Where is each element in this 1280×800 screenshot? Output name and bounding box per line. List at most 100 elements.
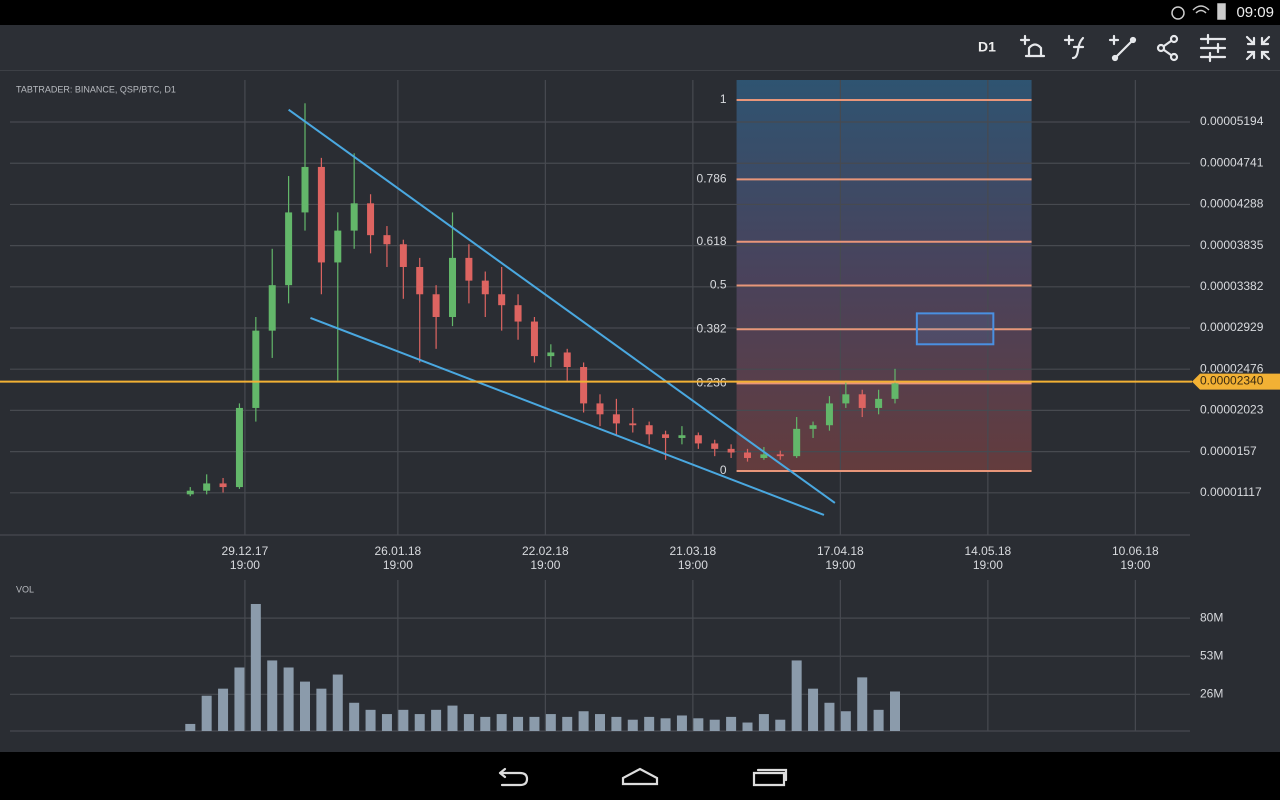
candle-body: [465, 257, 473, 281]
candle-body: [711, 443, 719, 449]
candle-body: [645, 425, 653, 435]
volume-bar: [611, 716, 622, 731]
fibonacci-label: 1: [720, 92, 727, 106]
volume-title: VOL: [16, 584, 34, 594]
status-icons: [1171, 3, 1226, 20]
candle-body: [498, 294, 506, 306]
volume-bar: [840, 711, 851, 731]
fibonacci-label: 0.618: [697, 234, 727, 248]
y-tick-label: 0.0000157: [1200, 444, 1257, 458]
x-tick-label: 21.03.18: [670, 544, 717, 558]
current-price-tag: [1192, 373, 1280, 390]
candle-body: [678, 435, 686, 438]
y-tick-label: 0.00003835: [1200, 238, 1264, 252]
candle-body: [203, 483, 211, 491]
candle-body: [285, 212, 293, 286]
trendline: [288, 108, 836, 504]
x-tick-label: 10.06.18: [1112, 544, 1159, 558]
volume-bar: [431, 709, 442, 731]
volume-bar: [316, 688, 327, 731]
alert-button[interactable]: [1019, 34, 1046, 58]
indicator-button[interactable]: [1063, 34, 1085, 60]
volume-bar: [627, 719, 638, 731]
volume-bar: [808, 688, 819, 731]
volume-bar: [234, 667, 245, 731]
fibonacci-label: 0.236: [697, 376, 727, 390]
volume-bar: [480, 716, 491, 731]
draw-button[interactable]: [1108, 34, 1137, 62]
volume-bar: [349, 702, 360, 731]
volume-tick-label: 26M: [1200, 686, 1223, 700]
candle-body: [858, 394, 866, 408]
x-tick-label: 26.01.18: [375, 544, 422, 558]
candle-body: [547, 352, 555, 357]
volume-bar: [218, 688, 229, 731]
home-button[interactable]: [621, 767, 659, 786]
volume-bar: [250, 603, 261, 731]
volume-bar: [775, 719, 786, 731]
x-tick-label: 17.04.18: [817, 544, 864, 558]
candle-body: [530, 321, 538, 357]
candle-body: [432, 294, 440, 318]
y-tick-label: 0.00002929: [1200, 320, 1264, 334]
fibonacci-label: 0.382: [697, 321, 727, 335]
volume-bar: [513, 716, 524, 731]
volume-bar: [693, 718, 704, 731]
x-tick-label: 22.02.18: [522, 544, 569, 558]
back-button[interactable]: [498, 767, 529, 787]
candle-body: [301, 166, 309, 213]
toolbar: [0, 25, 1280, 70]
volume-bar: [267, 660, 278, 731]
clock: 09:09: [1236, 4, 1274, 21]
candle-body: [367, 203, 375, 236]
volume-bar: [890, 691, 900, 731]
candle-body: [694, 435, 702, 444]
rectangle-drawing: [915, 312, 995, 346]
volume-bar: [562, 716, 573, 731]
candle-body: [776, 454, 784, 457]
volume-bar: [545, 714, 556, 731]
volume-bar: [300, 681, 310, 731]
trendline: [310, 316, 825, 516]
recents-button[interactable]: [752, 768, 788, 787]
timeframe-button[interactable]: D1: [978, 39, 996, 55]
candle-body: [399, 244, 407, 267]
x-tick-time: 19:00: [825, 558, 855, 572]
candle-body: [793, 428, 801, 457]
collapse-button[interactable]: [1245, 35, 1271, 61]
fibonacci-label: 0: [720, 463, 727, 477]
candle-body: [662, 434, 670, 438]
fibonacci-label: 0.786: [697, 172, 727, 186]
volume-bar: [644, 716, 655, 731]
x-tick-time: 19:00: [383, 558, 413, 572]
volume-bar: [726, 716, 737, 731]
x-tick-label: 29.12.17: [222, 544, 269, 558]
candle-body: [891, 383, 899, 399]
volume-bar: [742, 722, 753, 731]
share-button[interactable]: [1156, 34, 1179, 62]
candle-body: [760, 454, 768, 458]
x-tick-time: 19:00: [973, 558, 1003, 572]
candle-body: [809, 425, 817, 429]
y-tick-label: 0.00003382: [1200, 279, 1264, 293]
volume-tick-label: 53M: [1200, 648, 1223, 662]
candle-body: [334, 230, 342, 263]
x-tick-time: 19:00: [678, 558, 708, 572]
candle-body: [580, 367, 588, 404]
volume-bar: [857, 677, 868, 731]
candle-body: [317, 166, 325, 263]
volume-bar: [365, 709, 376, 731]
volume-bar: [791, 660, 802, 731]
chart-title: TABTRADER: BINANCE, QSP/BTC, D1: [16, 84, 176, 94]
candle-body: [416, 266, 424, 295]
candle-body: [219, 483, 227, 488]
volume-bar: [709, 719, 720, 731]
candle-body: [186, 490, 194, 495]
volume-bar: [578, 711, 589, 731]
volume-bar: [447, 705, 458, 731]
volume-bar: [660, 718, 671, 731]
volume-bar: [185, 723, 196, 731]
x-tick-time: 19:00: [230, 558, 260, 572]
settings-button[interactable]: [1199, 33, 1227, 63]
